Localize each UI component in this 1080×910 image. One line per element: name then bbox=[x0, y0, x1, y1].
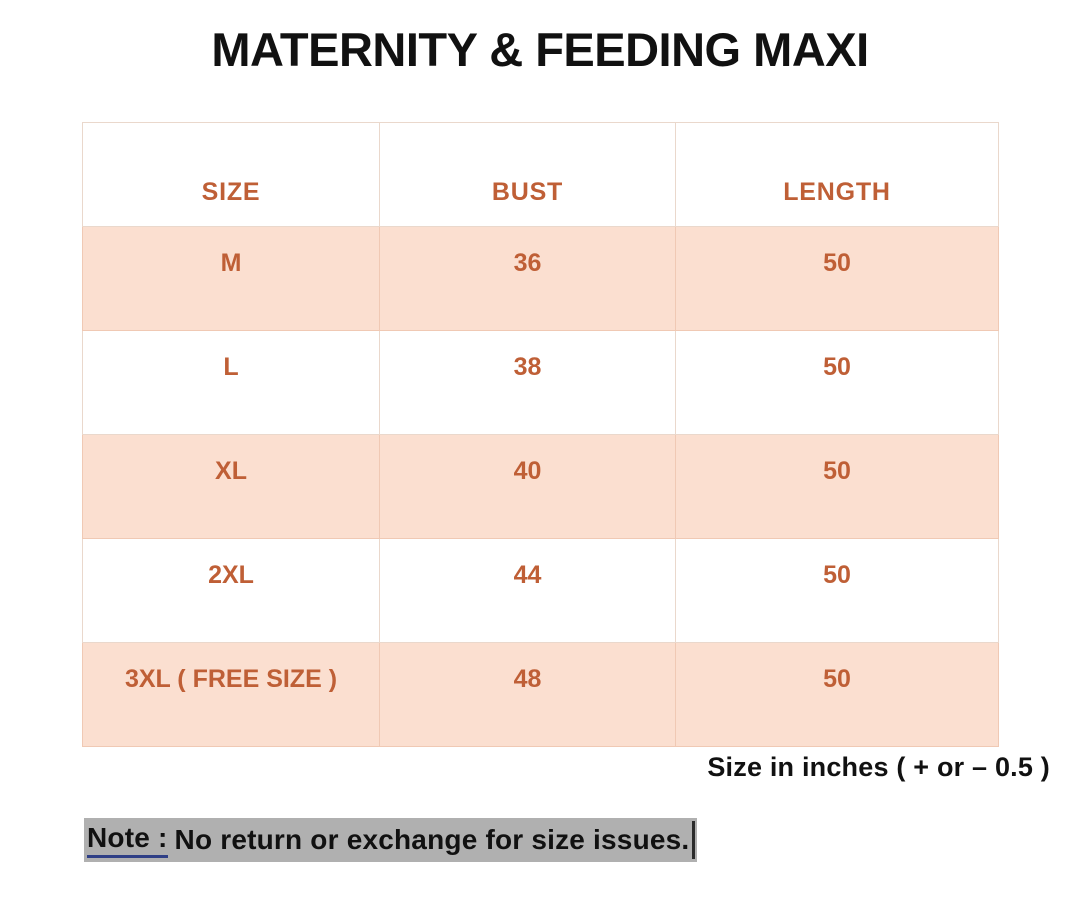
cell-size: 2XL bbox=[82, 538, 380, 643]
note-text: No return or exchange for size issues. bbox=[174, 824, 690, 855]
cell-length: 50 bbox=[675, 226, 999, 331]
table-row: XL 40 50 bbox=[82, 434, 999, 539]
column-header-length: LENGTH bbox=[675, 122, 999, 227]
column-header-bust: BUST bbox=[379, 122, 676, 227]
note-label: Note : bbox=[87, 822, 168, 858]
cell-length: 50 bbox=[675, 434, 999, 539]
cell-size: M bbox=[82, 226, 380, 331]
cell-length: 50 bbox=[675, 330, 999, 435]
cell-size: XL bbox=[82, 434, 380, 539]
cell-bust: 38 bbox=[379, 330, 676, 435]
size-chart-table: SIZE BUST LENGTH M 36 50 L 38 50 XL 40 5… bbox=[82, 122, 999, 747]
cell-bust: 44 bbox=[379, 538, 676, 643]
table-header: SIZE BUST LENGTH bbox=[82, 122, 999, 227]
cell-bust: 48 bbox=[379, 642, 676, 747]
column-header-size: SIZE bbox=[82, 122, 380, 227]
table-row: 3XL ( FREE SIZE ) 48 50 bbox=[82, 642, 999, 747]
cell-length: 50 bbox=[675, 538, 999, 643]
table-row: L 38 50 bbox=[82, 330, 999, 435]
cell-length: 50 bbox=[675, 642, 999, 747]
note-highlighted-line: Note : No return or exchange for size is… bbox=[84, 818, 698, 862]
table-row: M 36 50 bbox=[82, 226, 999, 331]
table-body: M 36 50 L 38 50 XL 40 50 2XL 44 50 3XL (… bbox=[82, 226, 999, 747]
cell-bust: 36 bbox=[379, 226, 676, 331]
cell-size: L bbox=[82, 330, 380, 435]
cell-bust: 40 bbox=[379, 434, 676, 539]
size-unit-footnote: Size in inches ( + or – 0.5 ) bbox=[707, 752, 1050, 782]
text-caret bbox=[692, 821, 696, 859]
table-header-row: SIZE BUST LENGTH bbox=[82, 122, 999, 227]
page-title: MATERNITY & FEEDING MAXI bbox=[211, 23, 869, 76]
cell-size: 3XL ( FREE SIZE ) bbox=[82, 642, 380, 747]
table-row: 2XL 44 50 bbox=[82, 538, 999, 643]
